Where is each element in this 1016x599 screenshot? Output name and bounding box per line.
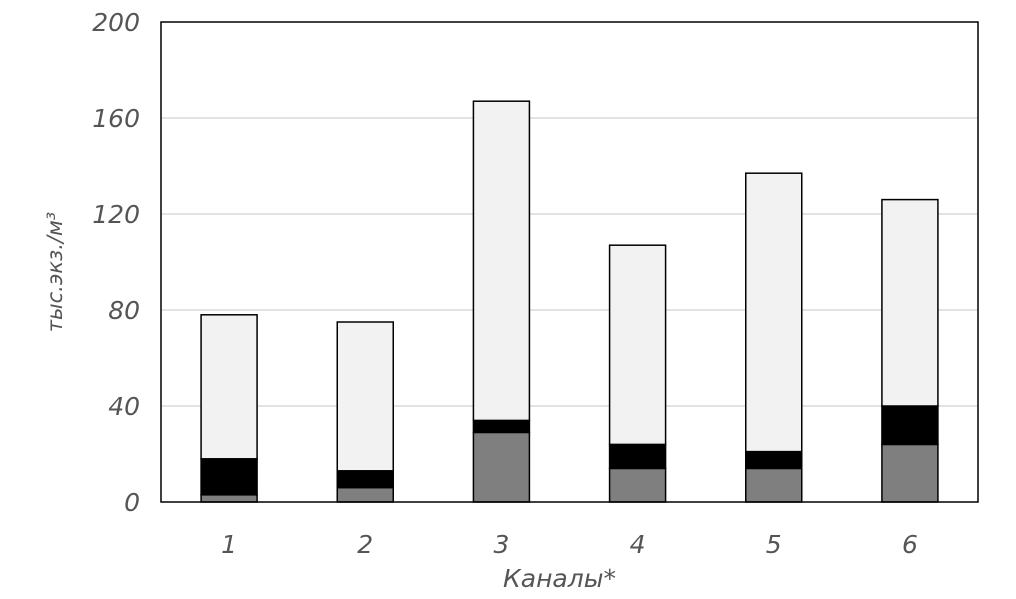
bar-segment (745, 467, 803, 503)
x-tick-label: 6 (902, 530, 918, 559)
grid-lines (161, 117, 978, 407)
x-tick-label: 2 (357, 530, 373, 559)
bar-segment (745, 172, 803, 453)
y-tick-label: 160 (92, 104, 140, 133)
y-tick-label: 80 (108, 296, 140, 325)
y-axis-label: тыс.экз./м³ (43, 212, 67, 332)
y-tick-labels: 0 40 80 120 160 200 (92, 8, 140, 517)
bar-segment (608, 443, 667, 470)
plot-area-frame (160, 21, 979, 503)
bars (200, 100, 939, 503)
bar-segment (881, 405, 939, 446)
y-tick-label: 200 (92, 8, 140, 37)
x-tick-label: 3 (493, 530, 509, 559)
bar-segment (881, 443, 939, 503)
bar-segment (200, 458, 258, 496)
bar-segment (472, 100, 531, 422)
bar-segment (472, 431, 531, 503)
bar-segment (200, 314, 258, 460)
bar-segment (336, 470, 394, 489)
bar-segment (336, 321, 394, 472)
x-axis-label: Каналы* (503, 564, 616, 593)
x-tick-label: 1 (221, 530, 237, 559)
bar-segment (881, 198, 939, 407)
bar-segment (608, 244, 667, 446)
bar-segment (472, 419, 531, 434)
x-tick-label: 4 (630, 530, 646, 559)
x-tick-label: 5 (766, 530, 782, 559)
y-tick-label: 120 (92, 200, 140, 229)
y-tick-label: 40 (108, 392, 140, 421)
x-tick-labels: 1 2 3 4 5 6 (221, 530, 918, 559)
y-tick-label: 0 (124, 488, 140, 517)
bar-segment (745, 450, 803, 470)
bar-segment (336, 486, 394, 503)
bar-segment (608, 467, 667, 503)
bar-segment (200, 494, 258, 503)
